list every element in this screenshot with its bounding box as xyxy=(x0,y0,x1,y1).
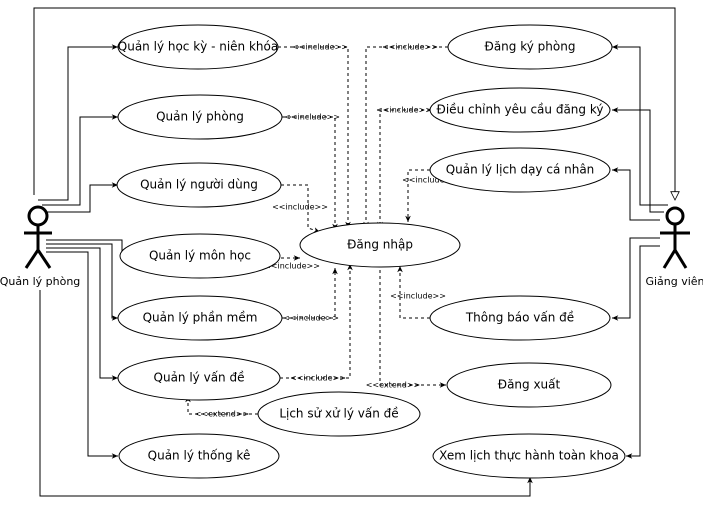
use-case-software[interactable]: Quản lý phần mềm xyxy=(117,295,283,341)
use-case-statistics[interactable]: Quản lý thống kê xyxy=(118,433,280,479)
include-label-register-room: <<include>> xyxy=(382,43,438,52)
use-case-software-label: Quản lý phần mềm xyxy=(143,311,258,325)
use-case-register-room[interactable]: Đăng ký phòng xyxy=(447,24,613,70)
use-case-logout-label: Đăng xuất xyxy=(498,378,561,392)
use-case-room[interactable]: Quản lý phòng xyxy=(117,94,283,140)
manager-associations xyxy=(33,7,675,497)
generalization-line xyxy=(33,7,675,200)
extend-logout xyxy=(379,264,446,388)
use-case-semester-label: Quản lý học kỳ - niên khóa xyxy=(118,40,278,54)
include-label-adjust-request: <<include>> xyxy=(376,106,432,115)
use-case-issues-label: Quản lý vấn đề xyxy=(154,371,245,385)
include-register-room xyxy=(363,46,448,228)
assoc-software xyxy=(46,243,118,321)
use-case-issue-history[interactable]: Lịch sử xử lý vấn đề xyxy=(257,391,421,437)
assoc-register-room xyxy=(612,44,668,206)
extend-label-logout: <<extend>> xyxy=(366,381,421,390)
actor-lecturer-label: Giảng viên xyxy=(645,275,703,288)
include-label-subjects: <<include>> xyxy=(264,262,320,271)
include-label-room: <<include>> xyxy=(284,113,340,122)
use-case-adjust-request-label: Điều chỉnh yêu cầu đăng ký xyxy=(437,103,604,117)
extend-label-issue-history: <<extend>> xyxy=(195,410,250,419)
use-case-login-label: Đăng nhập xyxy=(347,238,413,252)
include-issues xyxy=(280,264,353,379)
lecturer-associations xyxy=(612,44,668,459)
include-adjust-request xyxy=(377,109,430,228)
include-semester xyxy=(278,46,351,228)
use-case-register-room-label: Đăng ký phòng xyxy=(485,40,576,54)
use-case-login[interactable]: Đăng nhập xyxy=(299,222,461,268)
stick-figure-icon xyxy=(660,206,690,269)
actor-lecturer[interactable]: Giảng viên xyxy=(645,206,703,288)
use-case-faculty-schedule-label: Xem lịch thực hành toàn khoa xyxy=(439,449,619,463)
include-software xyxy=(282,268,338,319)
include-label-semester: <<include>> xyxy=(292,43,348,52)
extend-relations: <<extend>> <<extend>> xyxy=(185,264,446,419)
include-label-software: <<include>> xyxy=(283,314,339,323)
assoc-room xyxy=(42,114,118,206)
use-case-issue-history-label: Lịch sử xử lý vấn đề xyxy=(279,407,398,421)
use-case-adjust-request[interactable]: Điều chỉnh yêu cầu đăng ký xyxy=(429,87,611,133)
use-case-semester[interactable]: Quản lý học kỳ - niên khóa xyxy=(117,24,279,70)
include-label-personal-schedule: <<include>> xyxy=(402,176,458,185)
use-case-logout[interactable]: Đăng xuất xyxy=(446,362,612,408)
use-case-statistics-label: Quản lý thống kê xyxy=(148,449,251,463)
actor-manager[interactable]: Quản lý phòng xyxy=(0,205,80,288)
include-label-issues: <<include>> xyxy=(290,374,346,383)
use-case-issues[interactable]: Quản lý vấn đề xyxy=(117,355,281,401)
assoc-faculty-schedule xyxy=(39,290,533,497)
use-case-report-issue-label: Thông báo vấn đề xyxy=(465,311,574,325)
include-label-users: <<include>> xyxy=(272,203,328,212)
use-case-room-label: Quản lý phòng xyxy=(156,110,244,124)
include-label-report-issue: <<include>> xyxy=(390,292,446,301)
assoc-users xyxy=(46,182,118,213)
assoc-adjust-request xyxy=(612,107,664,213)
use-case-report-issue[interactable]: Thông báo vấn đề xyxy=(429,295,611,341)
assoc-report-issue xyxy=(612,237,660,321)
use-case-personal-schedule-label: Quản lý lịch dạy cá nhân xyxy=(446,163,595,177)
assoc-issues xyxy=(46,247,118,381)
include-relations: <<include>> <<include>> <<include>> <<in… xyxy=(264,43,458,383)
include-room xyxy=(282,116,338,230)
use-case-personal-schedule[interactable]: Quản lý lịch dạy cá nhân xyxy=(429,147,611,193)
include-personal-schedule xyxy=(405,169,430,222)
use-case-faculty-schedule[interactable]: Xem lịch thực hành toàn khoa xyxy=(432,433,626,479)
use-case-users-label: Quản lý người dùng xyxy=(140,178,258,192)
stick-figure-icon xyxy=(24,205,52,269)
assoc-semester xyxy=(38,44,118,201)
assoc-faculty-schedule-lecturer xyxy=(626,245,660,459)
assoc-personal-schedule xyxy=(612,167,660,221)
actor-manager-label: Quản lý phòng xyxy=(0,275,80,288)
use-case-users[interactable]: Quản lý người dùng xyxy=(116,162,282,208)
include-users xyxy=(281,184,321,233)
use-case-subjects[interactable]: Quản lý môn học xyxy=(119,233,281,279)
assoc-statistics xyxy=(46,251,118,459)
use-case-subjects-label: Quản lý môn học xyxy=(149,249,251,263)
include-report-issue xyxy=(397,266,430,319)
